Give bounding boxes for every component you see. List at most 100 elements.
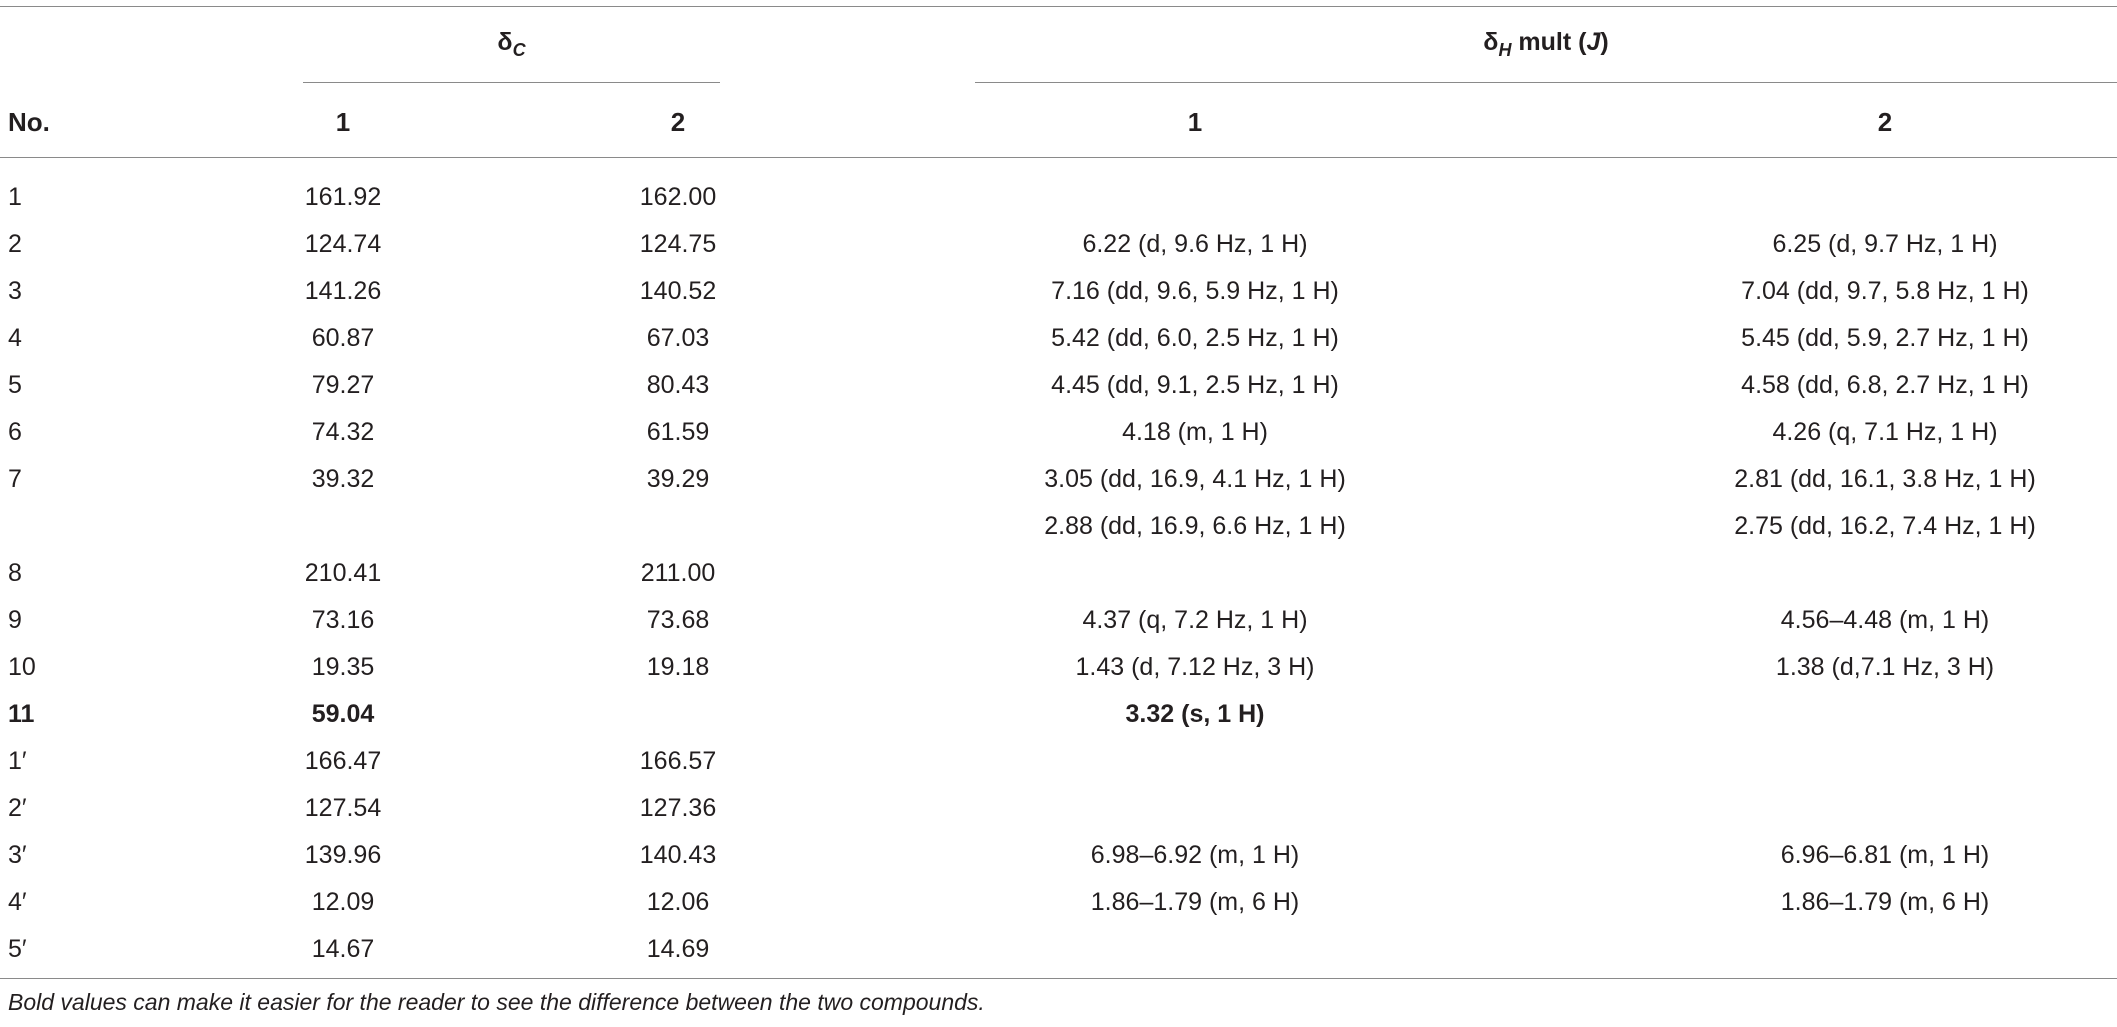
cell-delta-c-2: 19.18 — [646, 653, 710, 681]
cell-no: 4 — [8, 324, 22, 352]
bottom-rule — [0, 978, 2117, 979]
delta-h-group-header: δH mult (J) — [975, 22, 2117, 62]
cell-delta-h-1: 5.42 (dd, 6.0, 2.5 Hz, 1 H) — [1051, 324, 1339, 352]
table-row: 5 79.27 80.43 4.45 (dd, 9.1, 2.5 Hz, 1 H… — [0, 362, 2117, 409]
cell-no: 9 — [8, 606, 22, 634]
cell-delta-c-2: 14.69 — [646, 935, 710, 963]
cell-delta-h-1-line: 3.05 (dd, 16.9, 4.1 Hz, 1 H) — [1044, 465, 1346, 493]
cell-delta-c-2: 166.57 — [639, 747, 717, 775]
cell-delta-h-1: 4.45 (dd, 9.1, 2.5 Hz, 1 H) — [1051, 371, 1339, 399]
delta-c-subscript: C — [512, 40, 526, 60]
delta-h-symbol: δ — [1483, 28, 1499, 56]
delta-c-group-rule — [303, 82, 720, 83]
table-row: 9 73.16 73.68 4.37 (q, 7.2 Hz, 1 H) 4.56… — [0, 597, 2117, 644]
cell-delta-c-2: 39.29 — [646, 465, 710, 493]
cell-delta-h-1-line: 2.88 (dd, 16.9, 6.6 Hz, 1 H) — [1044, 512, 1346, 540]
cell-delta-c-2: 61.59 — [646, 418, 710, 446]
cell-delta-c-2: 73.68 — [646, 606, 710, 634]
cell-delta-c-1: 79.27 — [311, 371, 375, 399]
table-row: 7 39.32 39.29 3.05 (dd, 16.9, 4.1 Hz, 1 … — [0, 456, 2117, 550]
delta-h-group-rule — [975, 82, 2117, 83]
cell-no: 4′ — [8, 888, 27, 916]
cell-delta-c-2: 127.36 — [639, 794, 717, 822]
delta-h-subscript: H — [1498, 40, 1512, 60]
table-row: 3 141.26 140.52 7.16 (dd, 9.6, 5.9 Hz, 1… — [0, 268, 2117, 315]
cell-delta-c-1: 166.47 — [304, 747, 382, 775]
delta-c-symbol: δ — [497, 28, 513, 56]
table-footnote: Bold values can make it easier for the r… — [8, 989, 985, 1015]
cell-delta-c-1: 14.67 — [311, 935, 375, 963]
delta-h-j-label: J — [1586, 28, 1601, 56]
cell-delta-c-1: 139.96 — [304, 841, 382, 869]
cell-delta-c-1: 210.41 — [304, 559, 382, 587]
cell-delta-c-1: 73.16 — [311, 606, 375, 634]
cell-delta-c-1: 74.32 — [311, 418, 375, 446]
cell-delta-h-1: 1.86–1.79 (m, 6 H) — [1090, 888, 1300, 916]
cell-no: 2′ — [8, 794, 27, 822]
cell-delta-c-2: 140.43 — [639, 841, 717, 869]
delta-h-close: ) — [1600, 28, 1609, 56]
table-row: 1 161.92 162.00 — [0, 174, 2117, 221]
header-c-compound-2: 2 — [670, 107, 686, 137]
cell-delta-h-1: 6.98–6.92 (m, 1 H) — [1090, 841, 1300, 869]
table-row: 6 74.32 61.59 4.18 (m, 1 H) 4.26 (q, 7.1… — [0, 409, 2117, 456]
table-row: 2′ 127.54 127.36 — [0, 785, 2117, 832]
cell-delta-c-2: 67.03 — [646, 324, 710, 352]
table-row: 4′ 12.09 12.06 1.86–1.79 (m, 6 H) 1.86–1… — [0, 879, 2117, 926]
table-body: 1 161.92 162.00 2 124.74 124.75 6.22 (d,… — [0, 174, 2117, 973]
cell-delta-c-1: 161.92 — [304, 183, 382, 211]
table-row: 1′ 166.47 166.57 — [0, 738, 2117, 785]
top-rule — [0, 6, 2117, 7]
cell-no: 8 — [8, 559, 22, 587]
cell-delta-c-2: 12.06 — [646, 888, 710, 916]
cell-delta-h-1: 4.18 (m, 1 H) — [1122, 418, 1268, 446]
cell-no: 6 — [8, 418, 22, 446]
table-row-highlighted: 11 59.04 3.32 (s, 1 H) — [0, 691, 2117, 738]
cell-delta-h-2-line: 2.81 (dd, 16.1, 3.8 Hz, 1 H) — [1734, 465, 2036, 493]
header-h-compound-1: 1 — [1187, 107, 1203, 137]
cell-delta-h-2: 1.38 (d,7.1 Hz, 3 H) — [1775, 653, 1995, 681]
cell-delta-h-2: 7.04 (dd, 9.7, 5.8 Hz, 1 H) — [1741, 277, 2029, 305]
cell-delta-c-2: 162.00 — [639, 183, 717, 211]
cell-delta-h-2: 4.58 (dd, 6.8, 2.7 Hz, 1 H) — [1741, 371, 2029, 399]
table-row: 3′ 139.96 140.43 6.98–6.92 (m, 1 H) 6.96… — [0, 832, 2117, 879]
cell-delta-c-1: 59.04 — [311, 700, 375, 728]
header-h-compound-2: 2 — [1877, 107, 1893, 137]
table-row: 8 210.41 211.00 — [0, 550, 2117, 597]
cell-no: 3′ — [8, 841, 27, 869]
cell-no: 1′ — [8, 747, 27, 775]
cell-delta-c-1: 39.32 — [311, 465, 375, 493]
delta-c-group-header: δC — [303, 22, 720, 62]
cell-delta-c-2: 211.00 — [640, 559, 716, 587]
cell-delta-c-1: 19.35 — [311, 653, 375, 681]
cell-delta-h-2: 1.86–1.79 (m, 6 H) — [1780, 888, 1990, 916]
cell-delta-c-2: 124.75 — [639, 230, 717, 258]
cell-delta-h-1: 3.32 (s, 1 H) — [1125, 700, 1265, 728]
cell-delta-c-1: 12.09 — [311, 888, 375, 916]
cell-delta-h-1: 1.43 (d, 7.12 Hz, 3 H) — [1075, 653, 1315, 681]
cell-delta-h-2-line: 2.75 (dd, 16.2, 7.4 Hz, 1 H) — [1734, 512, 2036, 540]
cell-delta-h-2: 4.26 (q, 7.1 Hz, 1 H) — [1772, 418, 1998, 446]
cell-delta-h-2: 5.45 (dd, 5.9, 2.7 Hz, 1 H) — [1741, 324, 2029, 352]
cell-delta-c-1: 141.26 — [304, 277, 382, 305]
cell-delta-h-1: 7.16 (dd, 9.6, 5.9 Hz, 1 H) — [1051, 277, 1339, 305]
cell-no: 10 — [8, 653, 36, 681]
cell-delta-h-1: 3.05 (dd, 16.9, 4.1 Hz, 1 H) 2.88 (dd, 1… — [960, 456, 1430, 550]
table-row: 2 124.74 124.75 6.22 (d, 9.6 Hz, 1 H) 6.… — [0, 221, 2117, 268]
cell-no: 5′ — [8, 935, 27, 963]
delta-h-mult-label: mult ( — [1511, 28, 1587, 56]
cell-no: 5 — [8, 371, 22, 399]
cell-no: 1 — [8, 183, 22, 211]
cell-no: 7 — [8, 465, 22, 493]
table-row: 5′ 14.67 14.69 — [0, 926, 2117, 973]
cell-no: 11 — [8, 700, 35, 728]
cell-delta-c-1: 124.74 — [304, 230, 382, 258]
header-rule — [0, 157, 2117, 158]
header-c-compound-1: 1 — [335, 107, 351, 137]
cell-no: 3 — [8, 277, 22, 305]
cell-delta-c-1: 60.87 — [311, 324, 375, 352]
cell-delta-h-2: 6.25 (d, 9.7 Hz, 1 H) — [1772, 230, 1998, 258]
cell-delta-h-2: 2.81 (dd, 16.1, 3.8 Hz, 1 H) 2.75 (dd, 1… — [1650, 456, 2117, 550]
header-no: No. — [8, 107, 50, 137]
